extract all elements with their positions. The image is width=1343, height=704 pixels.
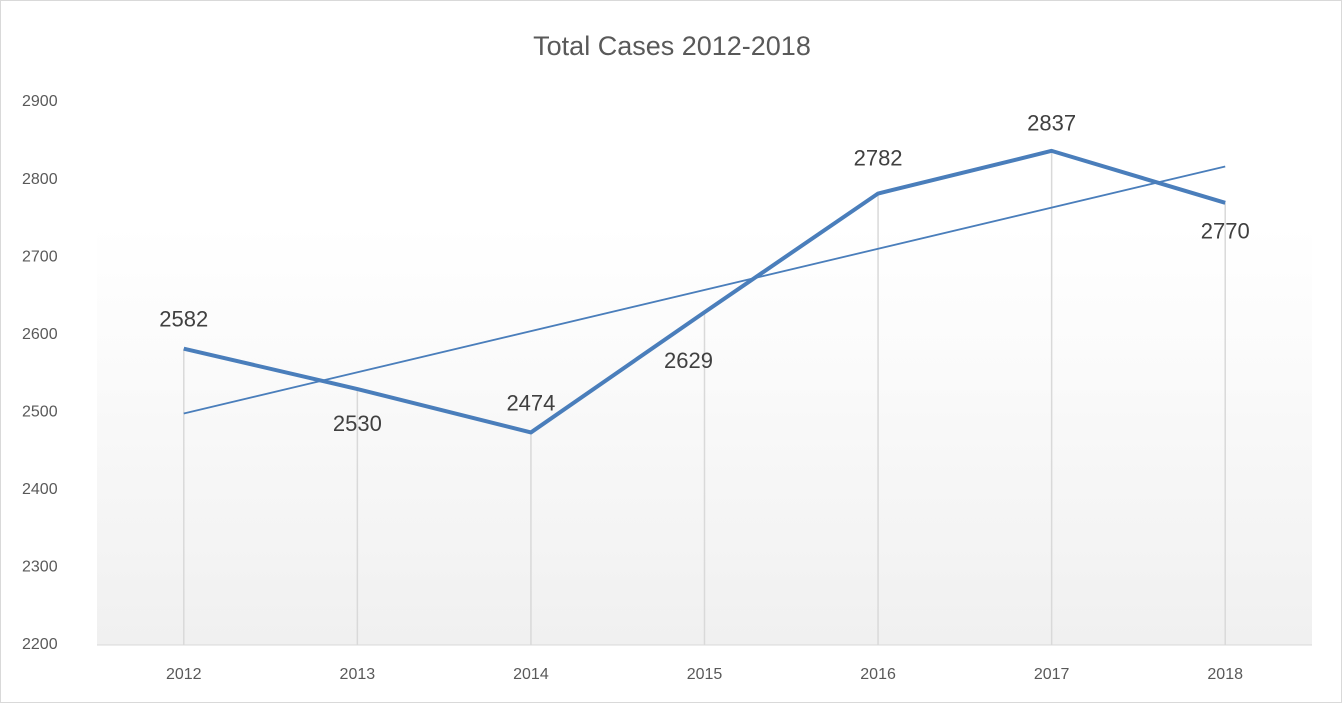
- data-label: 2530: [333, 411, 382, 436]
- x-tick-label: 2012: [166, 666, 202, 683]
- y-tick-label: 2600: [22, 326, 58, 343]
- x-tick-label: 2017: [1034, 666, 1070, 683]
- data-line: [183, 148, 1226, 435]
- y-tick-label: 2400: [22, 481, 58, 498]
- data-label: 2582: [159, 306, 208, 331]
- data-label: 2474: [506, 390, 555, 415]
- x-tick-label: 2015: [687, 666, 723, 683]
- y-tick-label: 2700: [22, 248, 58, 265]
- x-tick-label: 2018: [1207, 666, 1243, 683]
- y-tick-label: 2800: [22, 171, 58, 188]
- x-tick-label: 2016: [860, 666, 896, 683]
- y-tick-label: 2900: [22, 93, 58, 110]
- chart-title: Total Cases 2012-2018: [533, 31, 811, 61]
- data-label: 2837: [1027, 111, 1076, 136]
- y-tick-label: 2500: [22, 404, 58, 421]
- y-tick-label: 2300: [22, 559, 58, 576]
- data-label: 2782: [854, 145, 903, 170]
- x-tick-label: 2014: [513, 666, 549, 683]
- trendline: [183, 165, 1226, 415]
- y-tick-label: 2200: [22, 636, 58, 653]
- x-tick-label: 2013: [340, 666, 376, 683]
- data-label: 2629: [664, 348, 713, 373]
- data-label: 2770: [1201, 219, 1250, 244]
